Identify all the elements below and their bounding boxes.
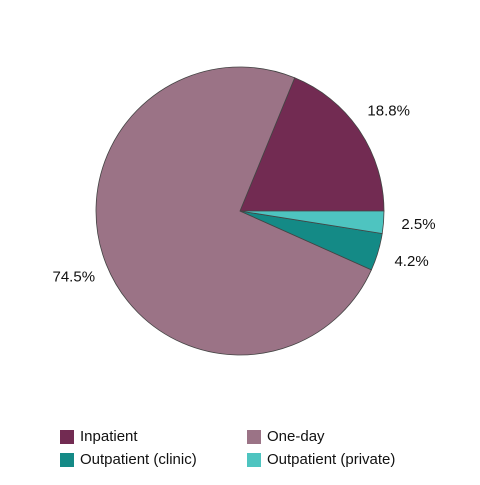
legend-swatch bbox=[60, 430, 74, 444]
legend-swatch bbox=[60, 453, 74, 467]
pie-slice bbox=[95, 66, 372, 356]
legend-swatch bbox=[247, 430, 261, 444]
legend-label: Outpatient (clinic) bbox=[80, 451, 197, 468]
legend-label: Outpatient (private) bbox=[267, 451, 395, 468]
data-label: 74.5% bbox=[53, 268, 96, 285]
data-label: 2.5% bbox=[401, 216, 435, 233]
pie-slice bbox=[239, 77, 385, 212]
legend-swatch bbox=[247, 453, 261, 467]
legend-label: Inpatient bbox=[80, 428, 138, 445]
legend-label: One-day bbox=[267, 428, 325, 445]
data-label: 4.2% bbox=[394, 253, 428, 270]
pie-slice bbox=[239, 210, 385, 234]
data-label: 18.8% bbox=[367, 102, 410, 119]
